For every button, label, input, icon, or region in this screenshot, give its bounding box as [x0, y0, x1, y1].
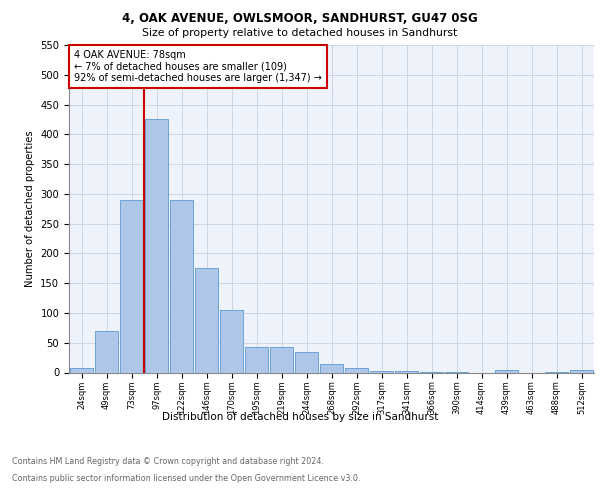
Bar — [495, 370, 518, 372]
Bar — [220, 310, 243, 372]
Bar — [270, 347, 293, 372]
Bar — [145, 120, 168, 372]
Bar — [70, 368, 93, 372]
Bar — [95, 331, 118, 372]
Text: Size of property relative to detached houses in Sandhurst: Size of property relative to detached ho… — [142, 28, 458, 38]
Text: Contains public sector information licensed under the Open Government Licence v3: Contains public sector information licen… — [12, 474, 361, 483]
Bar — [195, 268, 218, 372]
Bar — [295, 352, 318, 372]
Text: Contains HM Land Registry data © Crown copyright and database right 2024.: Contains HM Land Registry data © Crown c… — [12, 458, 324, 466]
Bar — [170, 200, 193, 372]
Bar — [370, 370, 393, 372]
Text: Distribution of detached houses by size in Sandhurst: Distribution of detached houses by size … — [162, 412, 438, 422]
Bar — [120, 200, 143, 372]
Text: 4 OAK AVENUE: 78sqm
← 7% of detached houses are smaller (109)
92% of semi-detach: 4 OAK AVENUE: 78sqm ← 7% of detached hou… — [74, 50, 322, 83]
Bar — [245, 347, 268, 372]
Bar — [320, 364, 343, 372]
Text: 4, OAK AVENUE, OWLSMOOR, SANDHURST, GU47 0SG: 4, OAK AVENUE, OWLSMOOR, SANDHURST, GU47… — [122, 12, 478, 26]
Bar — [570, 370, 593, 372]
Bar — [345, 368, 368, 372]
Y-axis label: Number of detached properties: Number of detached properties — [25, 130, 35, 287]
